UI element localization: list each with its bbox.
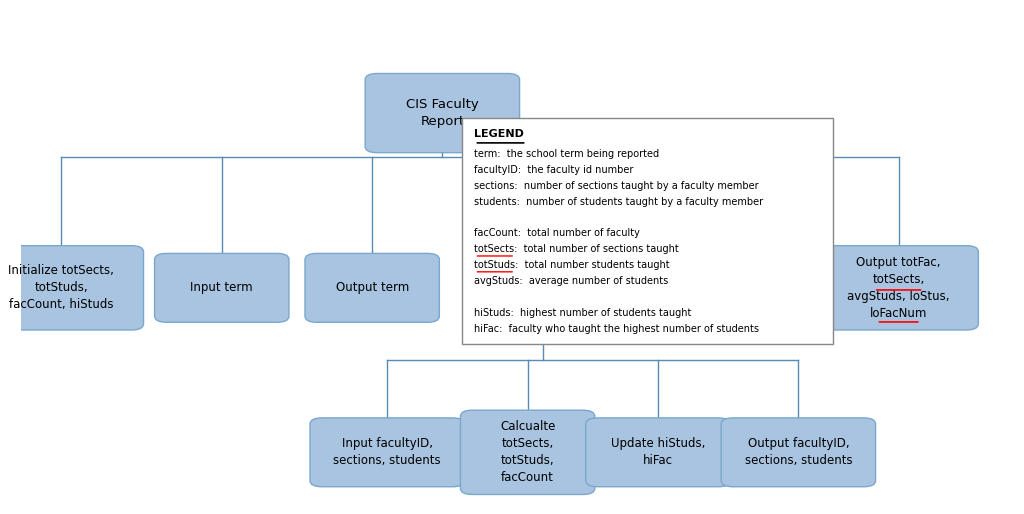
- Text: Input term: Input term: [190, 281, 253, 295]
- Text: avgStuds:  average number of students: avgStuds: average number of students: [474, 276, 669, 286]
- FancyBboxPatch shape: [721, 418, 876, 487]
- Text: Calcualte
totSects,
totStuds,
facCount: Calcualte totSects, totStuds, facCount: [500, 420, 555, 484]
- Text: totSects:  total number of sections taught: totSects: total number of sections taugh…: [474, 244, 679, 254]
- FancyBboxPatch shape: [461, 410, 595, 494]
- Text: Initialize totSects,
totStuds,
facCount, hiStuds: Initialize totSects, totStuds, facCount,…: [8, 264, 115, 311]
- Text: facultyID:  the faculty id number: facultyID: the faculty id number: [474, 165, 634, 175]
- Text: Output facultyID,
sections, students: Output facultyID, sections, students: [744, 437, 852, 467]
- Text: term:  the school term being reported: term: the school term being reported: [474, 149, 659, 159]
- Text: Process a faculty
member: Process a faculty member: [493, 273, 593, 303]
- FancyBboxPatch shape: [819, 246, 978, 330]
- Text: Update hiStuds,
hiFac: Update hiStuds, hiFac: [610, 437, 706, 467]
- Text: hiFac:  faculty who taught the highest number of students: hiFac: faculty who taught the highest nu…: [474, 323, 760, 334]
- Text: sections:  number of sections taught by a faculty member: sections: number of sections taught by a…: [474, 181, 759, 191]
- Text: students:  number of students taught by a faculty member: students: number of students taught by a…: [474, 197, 764, 207]
- FancyBboxPatch shape: [0, 246, 143, 330]
- Text: LEGEND: LEGEND: [474, 128, 524, 139]
- FancyBboxPatch shape: [466, 253, 620, 322]
- FancyBboxPatch shape: [463, 118, 834, 344]
- Text: facCount:  total number of faculty: facCount: total number of faculty: [474, 228, 640, 238]
- Text: Calculate
avgStuds: Calculate avgStuds: [695, 273, 751, 303]
- Text: Input facultyID,
sections, students: Input facultyID, sections, students: [334, 437, 441, 467]
- FancyBboxPatch shape: [305, 253, 439, 322]
- FancyBboxPatch shape: [310, 418, 465, 487]
- FancyBboxPatch shape: [586, 418, 730, 487]
- Text: hiStuds:  highest number of students taught: hiStuds: highest number of students taug…: [474, 308, 692, 318]
- Text: totStuds:  total number students taught: totStuds: total number students taught: [474, 260, 670, 270]
- FancyBboxPatch shape: [366, 74, 519, 153]
- FancyBboxPatch shape: [155, 253, 289, 322]
- FancyBboxPatch shape: [656, 253, 791, 322]
- Text: Output totFac,
totSects,
avgStuds, loStus,
loFacNum: Output totFac, totSects, avgStuds, loStu…: [848, 256, 950, 320]
- Text: CIS Faculty
Report: CIS Faculty Report: [406, 98, 479, 128]
- Text: Output term: Output term: [336, 281, 409, 295]
